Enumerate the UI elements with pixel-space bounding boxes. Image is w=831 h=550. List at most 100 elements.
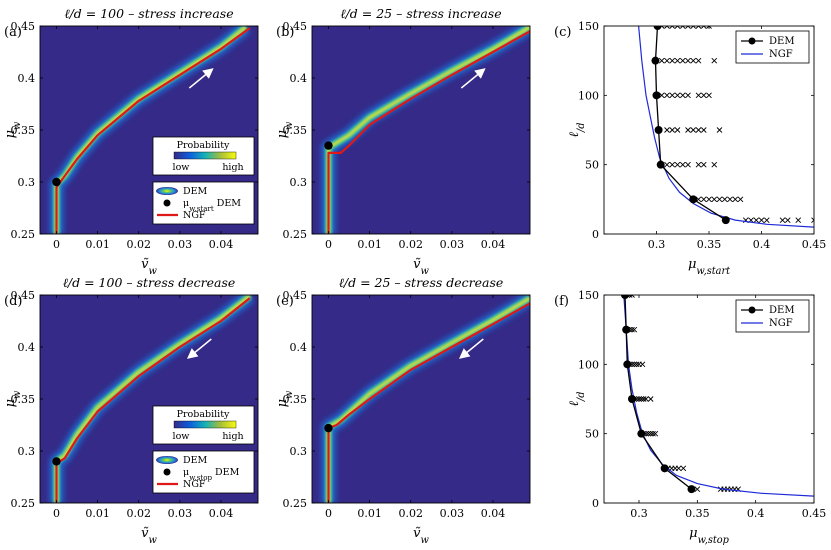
y-tick-label: 0.35: [283, 124, 308, 137]
y-tick-label: 0.3: [290, 176, 308, 189]
x-tick-label: 0.02: [126, 507, 151, 520]
sample-x-mark: [784, 217, 791, 223]
sample-x-mark: [795, 217, 802, 223]
panel-c: 0.3 0.35 0.4 0.45 0 50 100 150 μw,start ℓ/d (c) DEM…: [554, 20, 826, 277]
x-tick-label: 0.01: [85, 507, 110, 520]
axes-frame: [311, 25, 531, 235]
sample-x-mark: [658, 57, 665, 64]
dem-point: [628, 395, 636, 403]
x-axis-label: ṽw: [413, 257, 429, 277]
sample-x-mark: [716, 196, 723, 203]
legend-dem-label: DEM: [769, 305, 795, 316]
axes-frame: [603, 294, 815, 504]
axes-frame: [39, 25, 259, 235]
colorbar-title: Probability: [177, 409, 230, 420]
sample-x-mark: [679, 161, 686, 168]
panel-title: ℓ/d = 100 – stress increase: [64, 6, 233, 21]
sample-x-mark: [636, 396, 642, 402]
sample-x-mark: [706, 92, 712, 99]
dem-point: [689, 195, 698, 204]
dem-point: [621, 295, 629, 299]
sample-x-mark: [675, 465, 682, 472]
sample-x-mark: [685, 57, 691, 64]
legend-point-swatch: [163, 468, 171, 476]
x-tick-label: 0.04: [209, 238, 234, 251]
x-tick-label: 0.02: [126, 238, 151, 251]
sample-x-mark: [753, 217, 760, 223]
y-tick-label: 0.35: [11, 124, 36, 137]
sample-x-mark: [685, 161, 691, 168]
x-tick-label: 0.4: [753, 238, 771, 251]
legend-dem-swatch: [156, 456, 178, 464]
y-tick-label: 0.35: [11, 393, 36, 406]
sample-x-mark: [679, 57, 686, 64]
sample-x-mark: [690, 57, 697, 64]
x-tick-label: 0.03: [168, 238, 193, 251]
sample-x-mark: [664, 92, 670, 99]
legend-ngf-label: NGF: [183, 210, 206, 221]
sample-x-mark: [758, 217, 765, 223]
sample-x-mark: [700, 196, 707, 203]
colorbar: [173, 420, 237, 429]
sample-x-mark: [664, 26, 670, 29]
sample-x-mark: [664, 127, 670, 133]
panel-f: 0.3 0.35 0.4 0.45 0 50 100 150 μw,stop ℓ/d (f) DEM N…: [554, 289, 826, 546]
legend-dem-swatch: [156, 187, 178, 195]
ngf-curve: [327, 30, 530, 234]
direction-arrow: [186, 338, 212, 359]
panel-e: 0 0.01 0.02 0.03 0.04 0.25 0.3 0.35 0.4 0.45 ṽw μw (…: [275, 275, 531, 546]
panel-a: 0 0.01 0.02 0.03 0.04 0.25 0.3 0.35 0.4 0.45 ṽw μw (…: [3, 6, 259, 277]
y-axis-label: μw: [3, 121, 23, 138]
panel-label: (a): [4, 25, 22, 40]
y-tick-label: 0.25: [283, 497, 308, 510]
sample-x-mark: [727, 196, 733, 203]
sample-x-mark: [685, 26, 691, 29]
y-tick-label: 0.45: [11, 289, 36, 302]
x-tick-label: 0.35: [697, 238, 722, 251]
x-tick-label: 0: [325, 507, 332, 520]
sample-x-mark: [779, 217, 786, 223]
mu-marker-point: [52, 177, 61, 187]
sample-x-mark: [694, 486, 701, 492]
sample-x-mark: [640, 396, 647, 402]
panel-d: 0 0.01 0.02 0.03 0.04 0.25 0.3 0.35 0.4 0.45 ṽw μw (…: [3, 275, 259, 546]
sample-x-mark: [695, 161, 702, 168]
y-tick-label: 100: [578, 358, 599, 371]
colorbar-legend: Probability low high: [152, 136, 255, 176]
y-axis-label: μw: [275, 121, 295, 138]
y-axis-label: μw: [275, 390, 295, 407]
x-tick-label: 0.03: [440, 238, 465, 251]
legend-ngf-label: NGF: [183, 479, 206, 490]
y-tick-label: 0.4: [18, 341, 36, 354]
y-tick-label: 0.25: [283, 228, 308, 241]
x-tick-label: 0: [53, 507, 60, 520]
x-tick-label: 0.01: [357, 507, 382, 520]
panel-label: (f): [554, 294, 569, 309]
y-tick-label: 0: [592, 228, 599, 241]
plot-area: [312, 295, 530, 503]
dem-point: [660, 464, 669, 473]
sample-x-mark: [695, 127, 702, 133]
sample-x-mark: [679, 26, 686, 29]
dem-point: [651, 56, 660, 65]
y-tick-label: 0: [592, 497, 599, 510]
mu-marker-point: [52, 457, 61, 466]
sample-x-mark: [716, 127, 723, 133]
y-tick-label: 100: [578, 89, 599, 102]
x-axis-label: ṽw: [413, 526, 429, 546]
sample-x-mark: [679, 92, 686, 99]
sample-x-mark: [711, 57, 718, 64]
x-tick-label: 0: [325, 238, 332, 251]
colorbar: [173, 151, 237, 160]
legend-dem-label: DEM: [769, 36, 795, 47]
sample-x-mark: [647, 430, 654, 437]
sample-x-mark: [664, 161, 670, 168]
y-tick-label: 0.25: [11, 497, 36, 510]
dem-point: [656, 160, 665, 169]
colorbar-low: low: [173, 162, 190, 173]
x-axis-label: μw,start: [688, 257, 730, 277]
sample-x-mark: [674, 127, 681, 133]
legend-ngf-label: NGF: [769, 49, 793, 60]
sample-x-mark: [700, 161, 707, 168]
